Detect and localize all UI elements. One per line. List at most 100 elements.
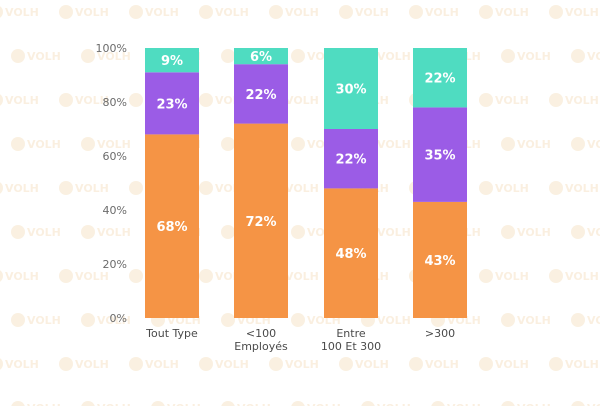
watermark-text: VOLH xyxy=(495,6,529,19)
watermark-text: VOLH xyxy=(587,138,600,151)
bar-segment xyxy=(145,134,199,318)
watermark-logo-icon xyxy=(0,270,3,282)
watermark-logo-icon xyxy=(0,6,3,18)
watermark-text: VOLH xyxy=(97,50,131,63)
watermark-text: VOLH xyxy=(495,94,529,107)
watermark-text: VOLH xyxy=(517,138,551,151)
watermark-logo-icon xyxy=(221,313,235,327)
watermark-logo-icon xyxy=(571,49,585,63)
data-label: 6% xyxy=(250,50,272,65)
watermark-logo-icon xyxy=(81,49,95,63)
watermark-logo-icon xyxy=(199,93,213,107)
watermark-text: VOLH xyxy=(27,226,61,239)
watermark-text: VOLH xyxy=(425,6,459,19)
watermark-text: VOLH xyxy=(97,226,131,239)
watermark-text: VOLH xyxy=(377,402,411,406)
bar-stack: 68% 23% 9% xyxy=(145,48,199,318)
watermark-text: VOLH xyxy=(517,226,551,239)
watermark-text: VOLH xyxy=(5,6,39,19)
watermark-text: VOLH xyxy=(5,94,39,107)
watermark-logo-icon xyxy=(11,225,25,239)
bar-segment xyxy=(145,72,199,135)
watermark-text: VOLH xyxy=(447,402,481,406)
y-tick-label: 0% xyxy=(110,312,127,325)
watermark-text: VOLH xyxy=(27,314,61,327)
watermark-logo-icon xyxy=(199,269,213,283)
watermark-logo-icon xyxy=(129,5,143,19)
x-category-label: >300 xyxy=(425,327,455,340)
bar-stack: 43% 35% 22% xyxy=(413,48,467,318)
watermark-text: VOLH xyxy=(377,314,411,327)
y-tick-label: 60% xyxy=(103,150,127,163)
watermark-logo-icon xyxy=(549,357,563,371)
x-category-label: Tout Type xyxy=(145,327,198,340)
bar-segment xyxy=(413,48,467,108)
watermark-text: VOLH xyxy=(495,270,529,283)
watermark-text: VOLH xyxy=(97,138,131,151)
watermark-logo-icon xyxy=(221,225,235,239)
watermark-logo-icon xyxy=(431,401,445,406)
data-label: 23% xyxy=(156,97,187,112)
bar-stack: 48% 22% 30% xyxy=(324,48,378,318)
data-label: 35% xyxy=(424,149,455,164)
watermark-text: VOLH xyxy=(495,358,529,371)
watermark-logo-icon xyxy=(269,357,283,371)
watermark-logo-icon xyxy=(291,313,305,327)
watermark-logo-icon xyxy=(479,357,493,371)
watermark-logo-icon xyxy=(291,225,305,239)
watermark-text: VOLH xyxy=(587,50,600,63)
watermark-logo-icon xyxy=(501,401,515,406)
watermark-logo-icon xyxy=(11,137,25,151)
watermark-logo-icon xyxy=(81,225,95,239)
watermark-logo-icon xyxy=(549,5,563,19)
watermark-logo-icon xyxy=(59,269,73,283)
watermark-text: VOLH xyxy=(517,314,551,327)
watermark-logo-icon xyxy=(59,5,73,19)
bar-segment xyxy=(324,188,378,318)
bar-segment xyxy=(234,64,288,124)
watermark-text: VOLH xyxy=(237,402,271,406)
watermark-logo-icon xyxy=(549,93,563,107)
bar-segment xyxy=(413,201,467,318)
watermark-layer: VOLH VOLH VOLH VOLH VOLH VOLH VOLH VOLH VOLH VOLH… xyxy=(0,5,600,406)
watermark-logo-icon xyxy=(479,93,493,107)
watermark-text: VOLH xyxy=(565,94,599,107)
watermark-logo-icon xyxy=(269,5,283,19)
data-label: 43% xyxy=(424,254,455,269)
watermark-logo-icon xyxy=(59,357,73,371)
watermark-logo-icon xyxy=(0,94,3,106)
watermark-logo-icon xyxy=(129,181,143,195)
watermark-logo-icon xyxy=(501,49,515,63)
watermark-logo-icon xyxy=(549,181,563,195)
watermark-logo-icon xyxy=(11,313,25,327)
watermark-text: VOLH xyxy=(587,402,600,406)
watermark-text: VOLH xyxy=(517,402,551,406)
watermark-text: VOLH xyxy=(377,138,411,151)
watermark-logo-icon xyxy=(129,357,143,371)
watermark-logo-icon xyxy=(501,137,515,151)
data-label: 30% xyxy=(335,83,366,98)
watermark-logo-icon xyxy=(221,49,235,63)
data-label: 48% xyxy=(335,247,366,262)
watermark-logo-icon xyxy=(571,401,585,406)
watermark-text: VOLH xyxy=(285,358,319,371)
bar-stack: 72% 22% 6% xyxy=(234,48,288,318)
watermark-logo-icon xyxy=(291,49,305,63)
watermark-text: VOLH xyxy=(565,358,599,371)
watermark-logo-icon xyxy=(291,401,305,406)
watermark-text: VOLH xyxy=(75,94,109,107)
watermark-text: VOLH xyxy=(75,6,109,19)
watermark-logo-icon xyxy=(59,93,73,107)
watermark-text: VOLH xyxy=(565,182,599,195)
watermark-text: VOLH xyxy=(75,270,109,283)
watermark-text: VOLH xyxy=(355,6,389,19)
y-tick-label: 40% xyxy=(103,204,127,217)
watermark-text: VOLH xyxy=(167,402,201,406)
watermark-text: VOLH xyxy=(517,50,551,63)
bar-segment xyxy=(234,48,288,65)
watermark-logo-icon xyxy=(479,269,493,283)
watermark-text: VOLH xyxy=(145,358,179,371)
